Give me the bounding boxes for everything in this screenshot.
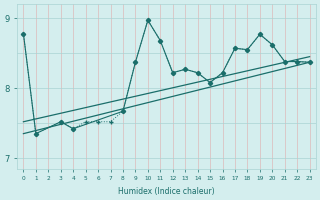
X-axis label: Humidex (Indice chaleur): Humidex (Indice chaleur)	[118, 187, 215, 196]
